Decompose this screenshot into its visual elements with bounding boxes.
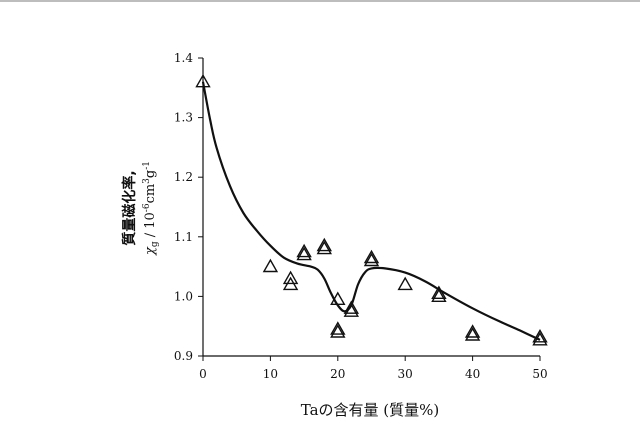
x-tick-label: 40 xyxy=(465,367,480,381)
data-point-triangle xyxy=(431,288,447,302)
data-point-triangle xyxy=(316,237,333,252)
y-tick-label: 1.2 xyxy=(174,170,193,184)
data-point-triangle xyxy=(296,243,312,258)
trend-line-group xyxy=(201,81,541,341)
data-point-triangle xyxy=(532,331,548,346)
data-point-triangle xyxy=(282,276,299,291)
y-axis-label: 質量磁化率, χg / 10-6cm3g-1 xyxy=(121,161,160,256)
y-tick-label: 0.9 xyxy=(174,349,193,363)
data-point-triangle xyxy=(282,270,299,285)
data-point-triangle xyxy=(330,321,346,335)
data-point-triangle xyxy=(330,291,346,305)
y-label-unit3: g xyxy=(143,170,158,178)
data-point-triangle xyxy=(343,303,360,317)
data-point-triangle xyxy=(262,258,279,273)
trend-line xyxy=(201,81,541,341)
x-tick-label: 20 xyxy=(330,367,345,381)
x-tick-label: 30 xyxy=(398,367,413,381)
y-label-exp3: -1 xyxy=(142,161,152,170)
data-point-triangle xyxy=(296,246,312,261)
y-axis-label-units: χg / 10-6cm3g-1 xyxy=(142,161,160,256)
y-label-unit2: cm xyxy=(143,184,158,204)
x-tick-label: 0 xyxy=(199,367,207,381)
y-tick-label: 1.1 xyxy=(174,230,193,244)
y-label-subscript: g xyxy=(150,241,160,247)
data-point-triangle xyxy=(363,249,380,264)
data-point-triangle xyxy=(330,324,346,338)
data-point-triangle xyxy=(532,328,548,343)
y-label-exp2: 3 xyxy=(142,178,152,184)
data-point-triangle xyxy=(464,327,481,341)
top-rule xyxy=(0,0,640,2)
x-tick-label: 50 xyxy=(532,367,547,381)
data-point-triangle xyxy=(195,73,211,88)
data-point-triangle xyxy=(316,240,333,255)
data-point-triangle xyxy=(431,285,447,299)
data-point-triangle xyxy=(464,324,481,338)
y-label-exp1: -6 xyxy=(142,203,152,212)
y-label-symbol: χ xyxy=(143,246,158,256)
data-point-triangle xyxy=(397,276,413,291)
y-axis-label-main: 質量磁化率, xyxy=(121,170,138,245)
x-ticks: 0 10 20 30 40 50 xyxy=(199,356,548,381)
y-tick-label: 1.4 xyxy=(174,51,193,65)
data-point-triangle xyxy=(343,300,360,314)
y-label-unit: / 10 xyxy=(143,212,158,241)
data-points xyxy=(195,73,548,346)
x-axis-label: Taの含有量 (質量%) xyxy=(301,401,440,419)
axes xyxy=(202,58,540,357)
data-point-triangle xyxy=(363,252,380,267)
x-tick-label: 10 xyxy=(263,367,278,381)
y-ticks: 0.9 1.0 1.1 1.2 1.3 1.4 xyxy=(174,51,203,363)
y-tick-label: 1.0 xyxy=(174,289,193,303)
y-tick-label: 1.3 xyxy=(174,111,193,125)
